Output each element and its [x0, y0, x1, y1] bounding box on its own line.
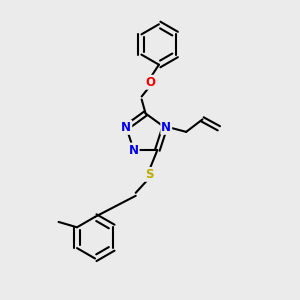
Text: O: O [145, 76, 155, 89]
Text: N: N [121, 121, 131, 134]
Text: S: S [145, 168, 153, 181]
Text: N: N [161, 121, 171, 134]
Text: N: N [129, 143, 139, 157]
